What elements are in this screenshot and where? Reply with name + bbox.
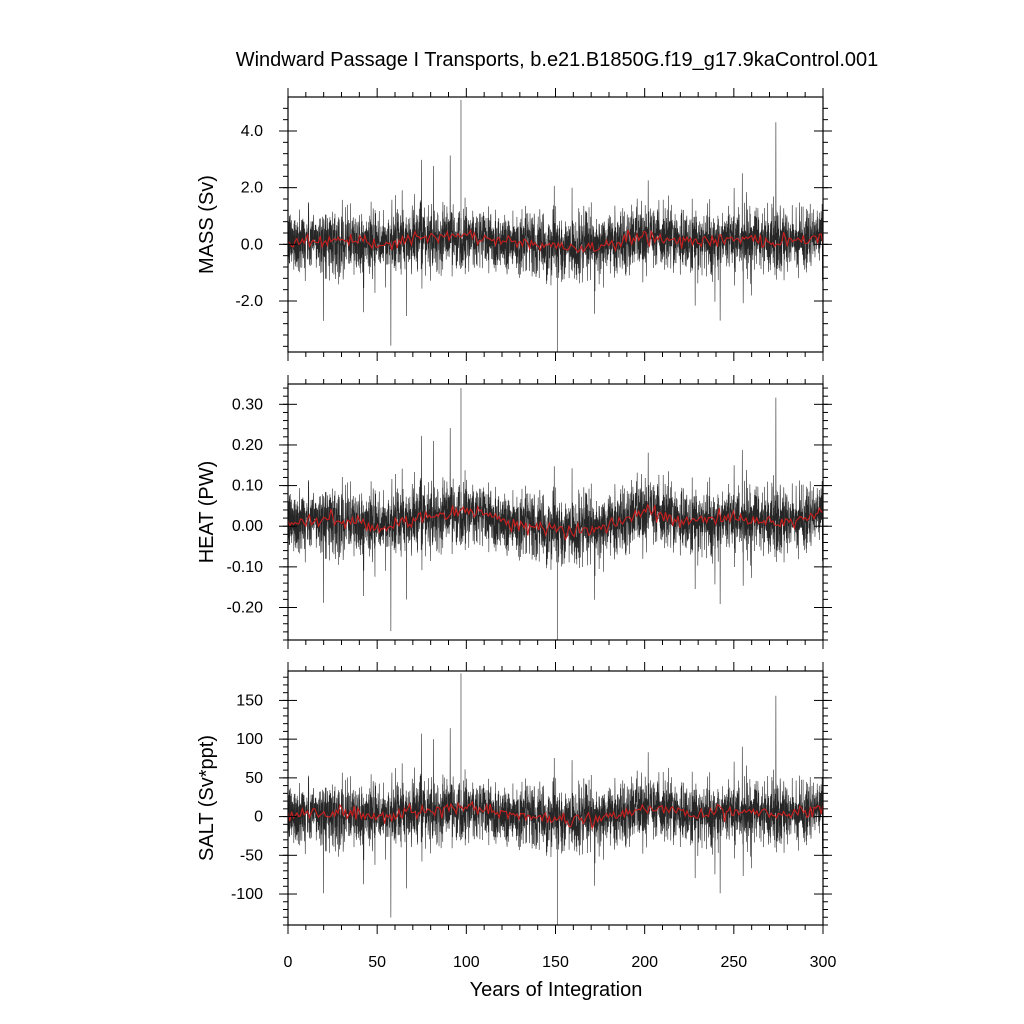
x-tick-label: 250	[720, 954, 747, 971]
y-tick-label: -2.0	[235, 293, 263, 310]
panel-2: -0.20 -0.10 0.00 0.10 0.20 0.30 HEAT (PW)	[196, 375, 832, 649]
x-axis-label: Years of Integration	[470, 979, 643, 1001]
x-tick-label: 100	[453, 954, 480, 971]
raw-series-line	[287, 695, 824, 918]
y-tick-label: 4.0	[241, 123, 263, 140]
y-tick-label: 0.10	[232, 478, 263, 495]
x-tick-label: 150	[542, 954, 569, 971]
y-tick-label: 2.0	[241, 180, 263, 197]
x-tick-label: 0	[284, 954, 293, 971]
y-tick-label: 50	[245, 770, 263, 787]
chart-title: Windward Passage I Transports, b.e21.B18…	[236, 49, 879, 71]
y-tick-label: 0.00	[232, 518, 263, 535]
y-tick-label: 0.20	[232, 437, 263, 454]
x-tick-label: 50	[368, 954, 386, 971]
y-tick-label: -0.10	[227, 559, 264, 576]
smoothed-series-line	[287, 228, 824, 254]
y-tick-label: 0	[254, 809, 263, 826]
y-tick-label: 0.30	[232, 396, 263, 413]
panel-3: -100 -50 0 50 100 150 SALT (Sv*ppt)	[196, 662, 832, 934]
smoothed-series-line	[287, 503, 824, 542]
raw-series-line	[287, 122, 824, 346]
y-tick-label: 150	[236, 692, 263, 709]
y-axis-label: SALT (Sv*ppt)	[196, 735, 218, 861]
y-axis-label: MASS (Sv)	[196, 175, 218, 274]
smoothed-series-line	[287, 800, 824, 831]
panels-group: -2.0 0.0 2.0 4.0 MASS (Sv) -0.20 -0.10 0.00 0.10…	[196, 88, 836, 971]
raw-series-line	[287, 397, 824, 632]
x-tick-label: 300	[810, 954, 837, 971]
y-tick-label: -100	[231, 886, 263, 903]
panel-1: -2.0 0.0 2.0 4.0 MASS (Sv)	[196, 88, 832, 361]
y-tick-label: -50	[240, 847, 263, 864]
y-tick-label: 0.0	[241, 236, 263, 253]
y-tick-label: -0.20	[227, 599, 264, 616]
y-axis-label: HEAT (PW)	[196, 461, 218, 564]
y-tick-label: 100	[236, 731, 263, 748]
x-tick-label: 200	[631, 954, 658, 971]
